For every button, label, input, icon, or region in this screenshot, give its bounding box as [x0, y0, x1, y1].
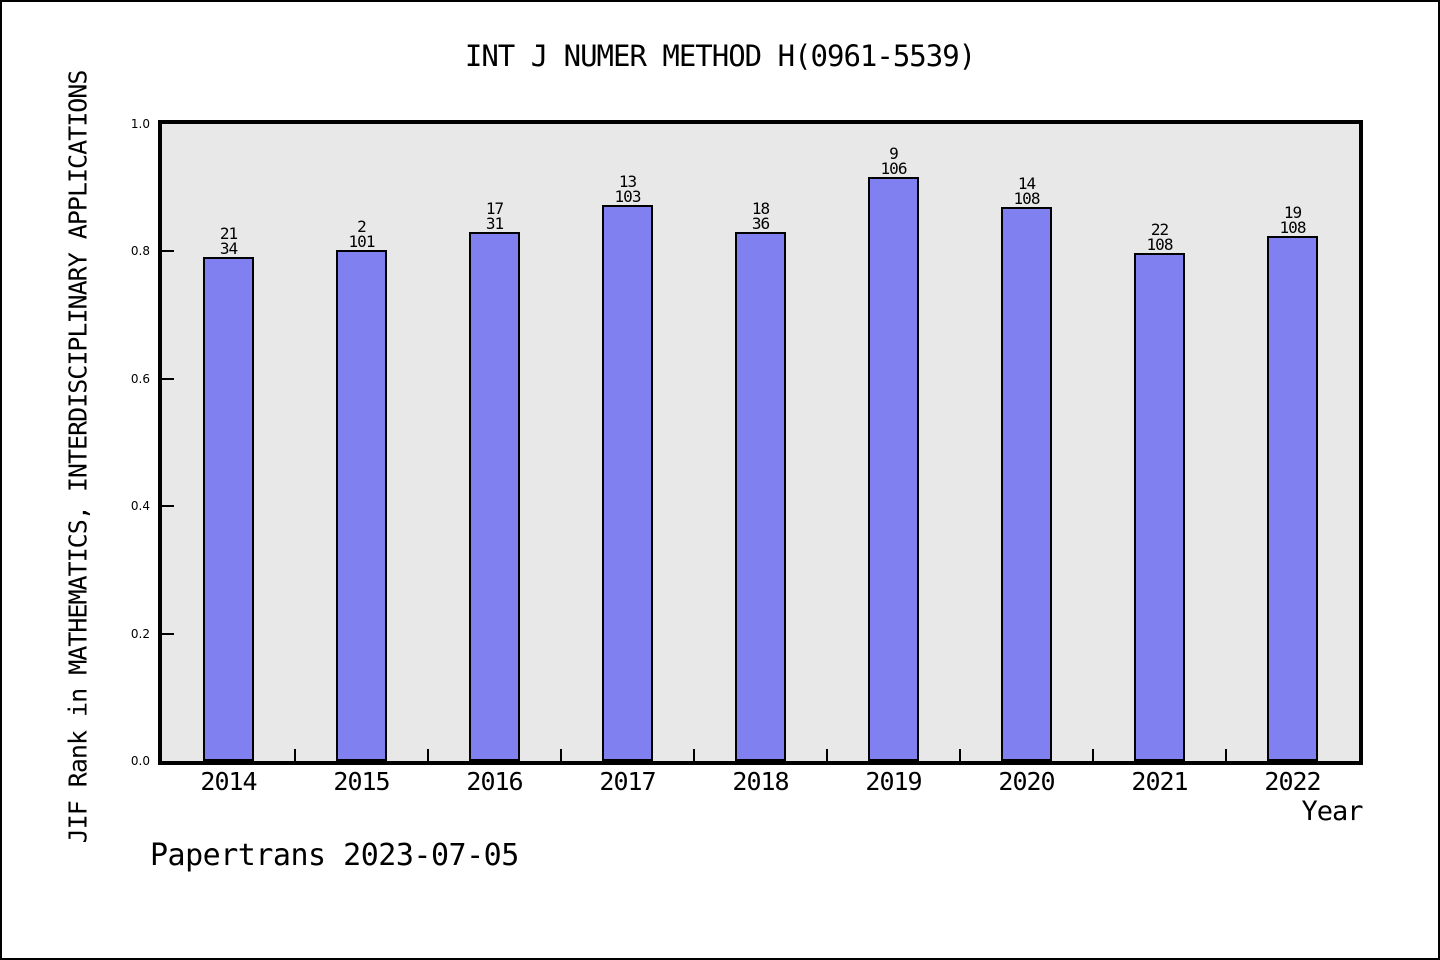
bar-value-label: 17 31: [428, 199, 561, 234]
x-axis-label: Year: [1301, 796, 1363, 827]
x-tick-mark: [1092, 749, 1094, 761]
x-tick-label: 2017: [599, 767, 656, 796]
x-tick-mark: [826, 749, 828, 761]
x-tick-mark: [427, 749, 429, 761]
x-tick-label: 2021: [1131, 767, 1188, 796]
y-tick-mark: [162, 250, 174, 253]
bar: [203, 256, 254, 761]
bar-value-label: 21 34: [162, 223, 295, 258]
y-tick-label: 0.8: [130, 244, 150, 259]
y-tick-label: 0.4: [130, 499, 150, 514]
bar-slot: 18 36: [694, 201, 827, 761]
bar-total-value: 34: [219, 238, 238, 258]
bar-value-label: 19 108: [1226, 203, 1359, 238]
x-tick-label: 2022: [1264, 767, 1321, 796]
x-tick-label: 2018: [732, 767, 789, 796]
bar-total-value: 103: [614, 186, 642, 206]
bar: [602, 204, 653, 761]
bar-slot: 14 108: [960, 175, 1093, 761]
chart-title: INT J NUMER METHOD H(0961-5539): [464, 39, 976, 73]
bar-slot: 19 108: [1226, 205, 1359, 761]
bar-value-label: 9 106: [827, 143, 960, 178]
bar-rank-value: 19: [1283, 203, 1302, 223]
bar-slot: 21 34: [162, 225, 295, 761]
x-tick-mark: [560, 749, 562, 761]
bar-slot: 9 106: [827, 145, 960, 761]
x-tick-mark: [959, 749, 961, 761]
bar-total-value: 31: [485, 214, 504, 234]
x-tick-mark: [294, 749, 296, 761]
y-tick-mark: [162, 632, 174, 635]
bar-rank-value: 9: [889, 143, 899, 163]
bar-rank-value: 22: [1150, 219, 1169, 239]
bar: [1001, 206, 1052, 761]
x-tick-label: 2019: [865, 767, 922, 796]
x-tick-mark: [693, 749, 695, 761]
x-tick-label: 2020: [998, 767, 1055, 796]
bar-rank-value: 17: [485, 199, 504, 219]
y-tick-mark: [162, 377, 174, 380]
bar: [336, 250, 387, 761]
x-tick-mark: [1225, 749, 1227, 761]
bar-slot: 2 101: [295, 219, 428, 761]
y-tick-label: 1.0: [130, 117, 150, 131]
bar-value-label: 14 108: [960, 173, 1093, 208]
x-tick-label: 2014: [200, 767, 257, 796]
bar-total-value: 108: [1146, 234, 1174, 254]
x-tick-label: 2015: [333, 767, 390, 796]
bar-rank-value: 14: [1017, 173, 1036, 193]
bar-value-label: 22 108: [1093, 219, 1226, 254]
y-axis-label: JIF Rank in MATHEMATICS, INTERDISCIPLINA…: [63, 70, 93, 844]
y-tick-label: 0.2: [130, 626, 150, 641]
bar-total-value: 108: [1279, 218, 1307, 238]
bar-total-value: 36: [751, 214, 770, 234]
bar: [469, 232, 520, 761]
bar-total-value: 101: [348, 232, 376, 252]
bar-slot: 22 108: [1093, 221, 1226, 761]
bar-value-label: 13 103: [561, 171, 694, 206]
bar: [1134, 252, 1185, 761]
bar-slot: 17 31: [428, 201, 561, 761]
y-tick-label: 0.0: [130, 754, 150, 768]
bar: [1267, 236, 1318, 761]
bar-total-value: 108: [1013, 188, 1041, 208]
bar-rank-value: 21: [219, 223, 238, 243]
bar-rank-value: 18: [751, 199, 770, 219]
bar-total-value: 106: [880, 158, 908, 178]
x-tick-label: 2016: [466, 767, 523, 796]
watermark-text: Papertrans 2023-07-05: [150, 838, 519, 873]
y-tick-mark: [162, 505, 174, 508]
bar-value-label: 18 36: [694, 199, 827, 234]
plot-area: 21 34 2 101 17 31 13 103 18 36 9 106 14 108 22 108 19 108: [158, 120, 1363, 765]
y-tick-label: 0.6: [130, 371, 150, 386]
bar-value-label: 2 101: [295, 217, 428, 252]
bar-rank-value: 13: [618, 171, 637, 191]
bar: [868, 176, 919, 761]
bar-slot: 13 103: [561, 173, 694, 761]
bar: [735, 232, 786, 761]
bar-rank-value: 2: [357, 217, 367, 237]
